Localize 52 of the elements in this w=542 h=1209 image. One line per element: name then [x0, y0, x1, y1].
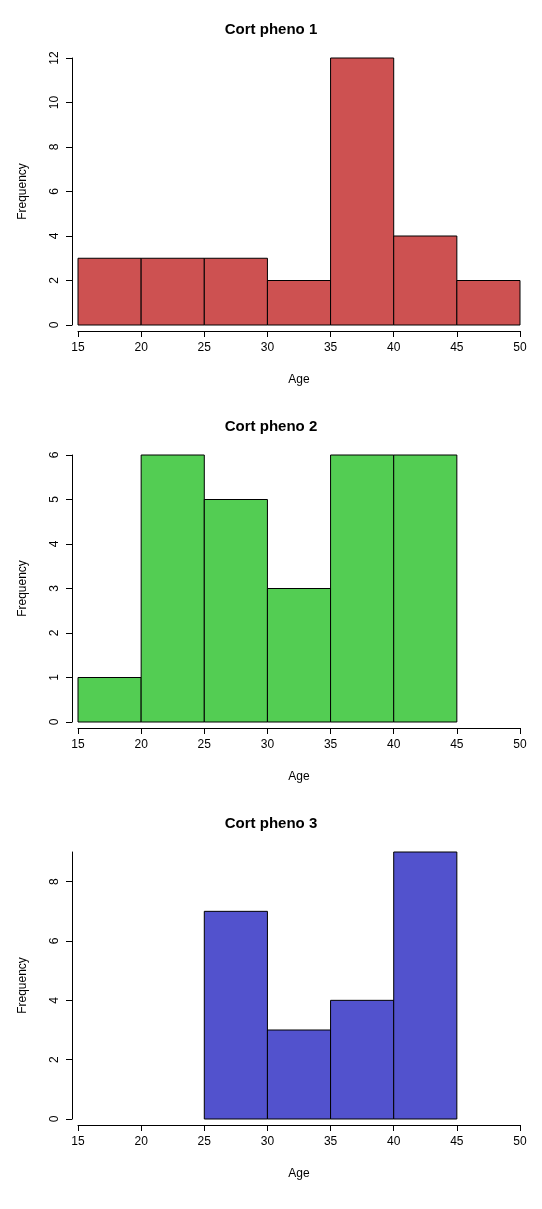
x-axis-title: Age [288, 372, 310, 386]
y-tick-label: 0 [47, 321, 61, 329]
y-axis-title: Frequency [15, 957, 29, 1014]
y-tick-label: 4 [47, 232, 61, 240]
x-tick-label: 35 [323, 1134, 338, 1148]
y-tick-label: 2 [47, 1056, 61, 1064]
y-tick-label: 12 [47, 51, 61, 65]
y-tick-label: 2 [47, 276, 61, 284]
x-axis-title: Age [288, 769, 310, 783]
y-tick-label: 1 [47, 673, 61, 681]
y-axis-title: Frequency [15, 163, 29, 220]
x-tick-label: 40 [387, 737, 401, 751]
x-tick-label: 15 [71, 737, 85, 751]
x-tick-label: 15 [71, 340, 85, 354]
y-tick-label: 0 [47, 718, 61, 726]
x-tick-label: 30 [260, 1134, 275, 1148]
x-tick-label: 35 [323, 340, 338, 354]
chart-title: Cort pheno 3 [224, 814, 318, 831]
y-tick-label: 6 [47, 937, 61, 945]
x-tick-label: 45 [450, 737, 464, 751]
x-tick-label: 45 [450, 340, 464, 354]
x-tick-label: 40 [387, 1134, 401, 1148]
y-tick-label: 10 [47, 95, 61, 110]
x-tick-label: 20 [134, 340, 149, 354]
y-tick-label: 2 [47, 629, 61, 637]
x-tick-label: 35 [323, 737, 338, 751]
y-tick-label: 6 [47, 451, 61, 459]
x-tick-label: 50 [513, 737, 527, 751]
x-tick-label: 20 [134, 1134, 149, 1148]
y-tick-label: 4 [47, 996, 61, 1004]
y-tick-label: 5 [47, 495, 61, 503]
x-tick-label: 25 [197, 340, 212, 354]
x-tick-label: 50 [513, 340, 527, 354]
x-tick-label: 20 [134, 737, 149, 751]
x-tick-label: 25 [197, 1134, 212, 1148]
y-axis-title: Frequency [15, 560, 29, 617]
x-tick-label: 15 [71, 1134, 85, 1148]
chart-title: Cort pheno 2 [224, 417, 318, 434]
y-tick-label: 6 [47, 187, 61, 195]
y-tick-label: 4 [47, 540, 61, 548]
x-axis-title: Age [288, 1166, 310, 1180]
x-tick-label: 30 [260, 737, 275, 751]
chart-title: Cort pheno 1 [224, 20, 318, 37]
x-tick-label: 45 [450, 1134, 464, 1148]
x-tick-label: 30 [260, 340, 275, 354]
y-tick-label: 3 [47, 584, 61, 592]
y-tick-label: 8 [47, 143, 61, 151]
x-tick-label: 25 [197, 737, 212, 751]
y-tick-label: 0 [47, 1115, 61, 1123]
x-tick-label: 50 [513, 1134, 527, 1148]
x-tick-label: 40 [387, 340, 401, 354]
y-tick-label: 8 [47, 878, 61, 886]
